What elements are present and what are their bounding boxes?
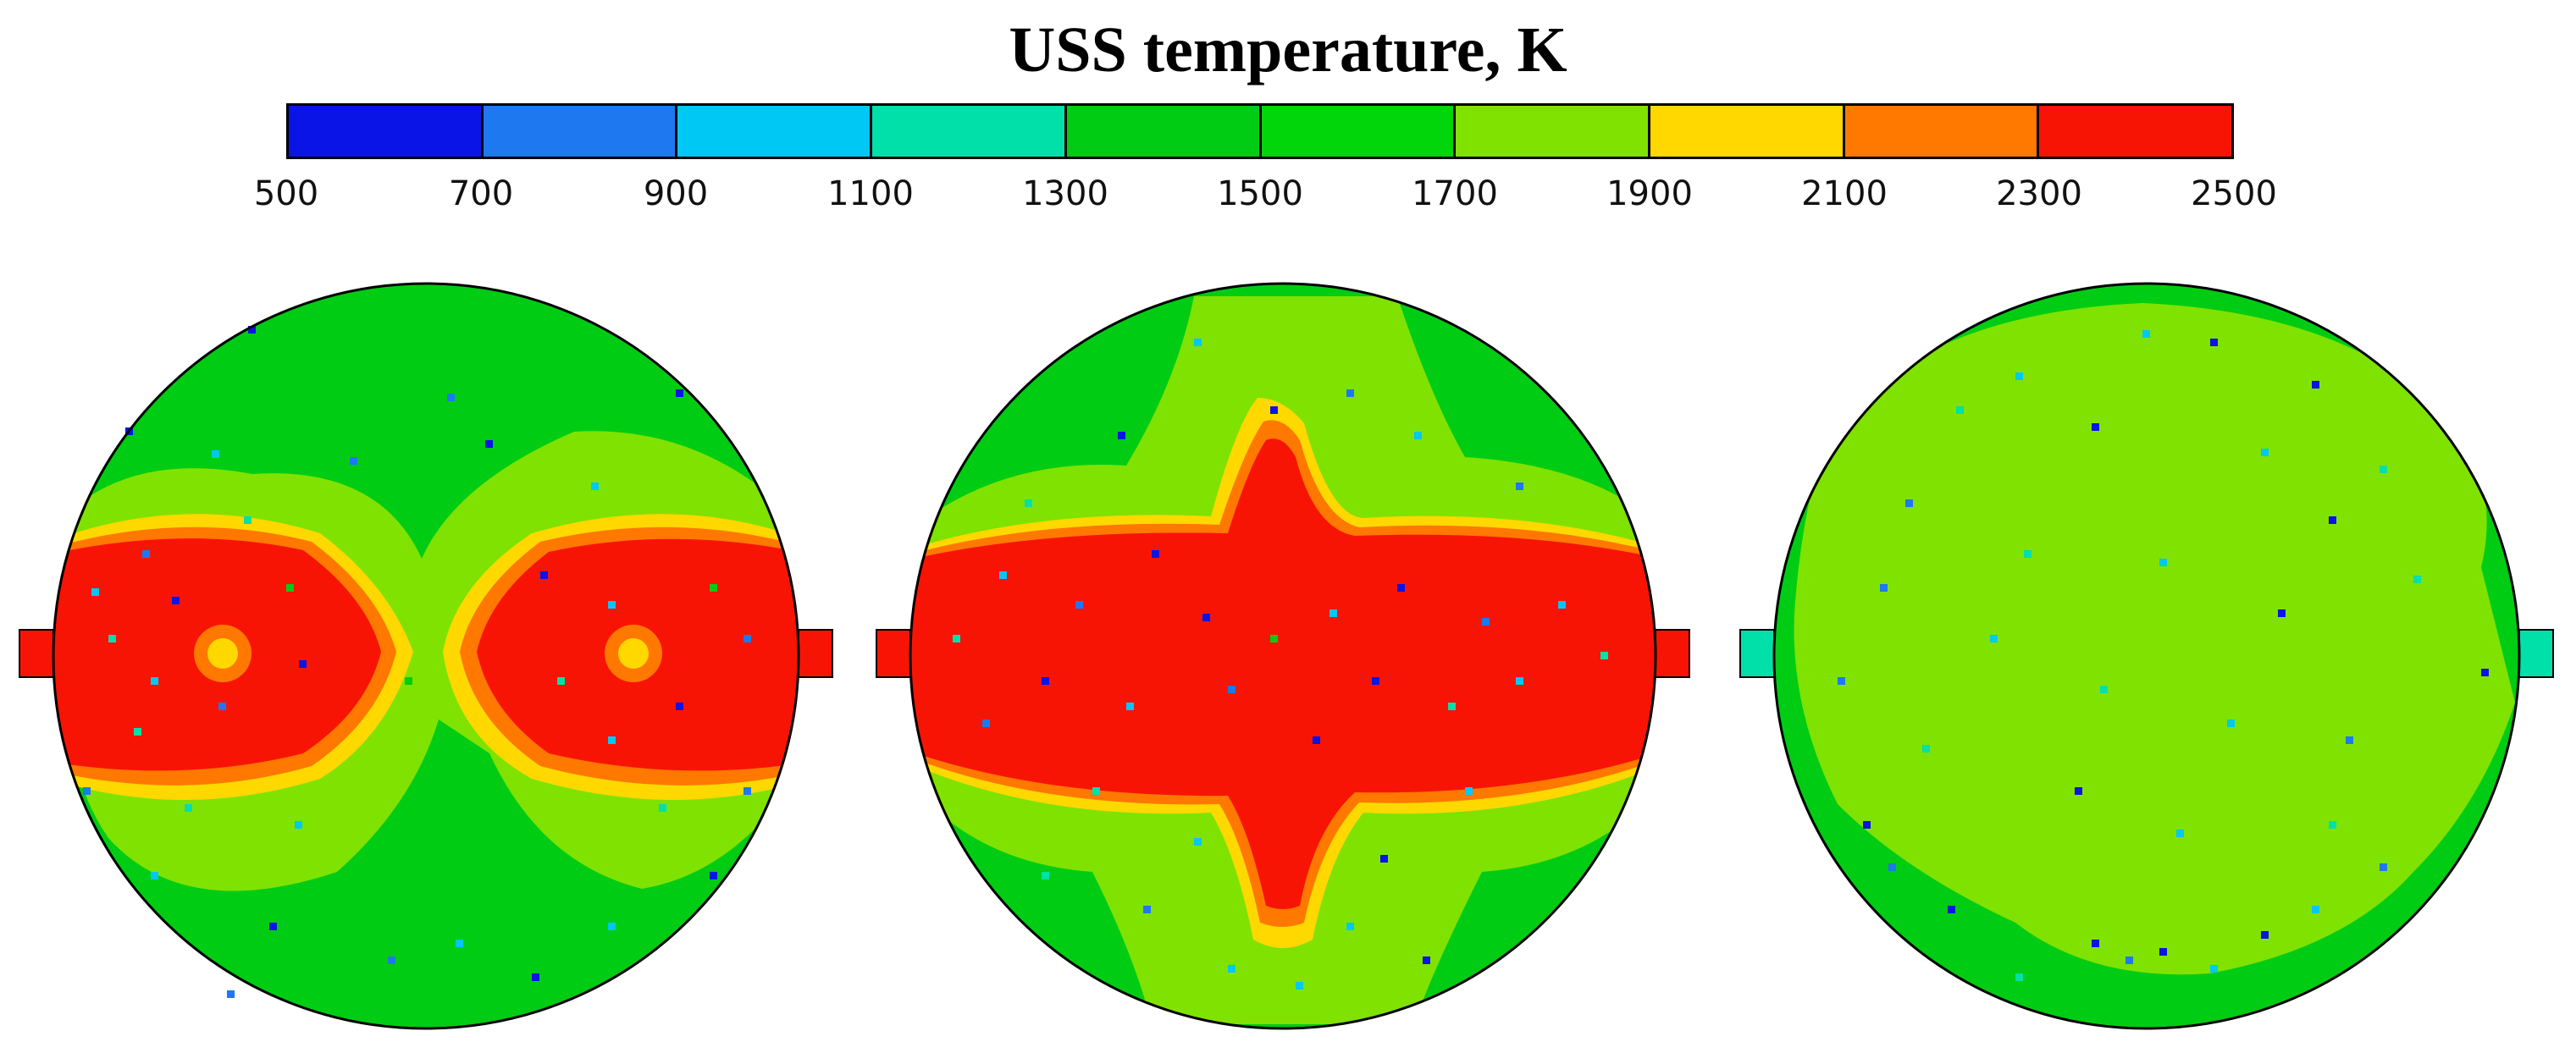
inlet-port-right xyxy=(1655,629,1690,678)
colorbar-tick-labels: 500 700 900 1100 1300 1500 1700 1900 210… xyxy=(254,174,2277,217)
colorbar-tick: 2100 xyxy=(1801,174,1888,213)
particle-markers xyxy=(953,339,1608,990)
domain-outline xyxy=(52,282,800,1030)
temperature-field-right xyxy=(1739,282,2554,1030)
colorbar-band-4 xyxy=(872,106,1067,157)
colorbar-tick: 900 xyxy=(643,174,709,213)
colorbar-band-7 xyxy=(1456,106,1650,157)
colorbar-band-6 xyxy=(1261,106,1457,157)
inlet-port-right xyxy=(798,629,833,678)
inlet-port-left xyxy=(1739,629,1775,678)
domain-outline xyxy=(1772,282,2521,1030)
particle-markers xyxy=(1838,330,2489,981)
colorbar-tick: 700 xyxy=(448,174,514,213)
colorbar-band-3 xyxy=(677,106,873,157)
inlet-port-right xyxy=(2518,629,2554,678)
colorbar-tick: 1900 xyxy=(1606,174,1693,213)
domain-outline xyxy=(909,282,1657,1030)
inlet-port-left xyxy=(19,629,54,678)
inlet-port-left xyxy=(876,629,911,678)
zone-2300-2500 xyxy=(910,438,1656,909)
colorbar-tick: 500 xyxy=(253,174,319,213)
colorbar-band-10 xyxy=(2039,106,2232,157)
colorbar-tick: 1100 xyxy=(827,174,914,213)
zone-1700-1900 xyxy=(1794,303,2515,975)
temperature-field-center xyxy=(876,282,1690,1030)
colorbar-tick: 1500 xyxy=(1217,174,1303,213)
colorbar-band-9 xyxy=(1844,106,2040,157)
colorbar-tick: 2500 xyxy=(2191,174,2277,213)
colorbar-tick: 2300 xyxy=(1996,174,2082,213)
colorbar-band-8 xyxy=(1650,106,1845,157)
temperature-field-left xyxy=(19,282,833,1030)
colorbar-band-5 xyxy=(1066,106,1262,157)
colorbar xyxy=(286,103,2234,159)
colorbar-tick: 1300 xyxy=(1022,174,1108,213)
hot-core-inner-right xyxy=(618,638,649,669)
colorbar-band-2 xyxy=(483,106,678,157)
chart-title: USS temperature, K xyxy=(1009,14,1567,85)
colorbar-tick: 1700 xyxy=(1412,174,1498,213)
colorbar-band-1 xyxy=(289,106,484,157)
hot-core-inner-left xyxy=(207,638,238,669)
